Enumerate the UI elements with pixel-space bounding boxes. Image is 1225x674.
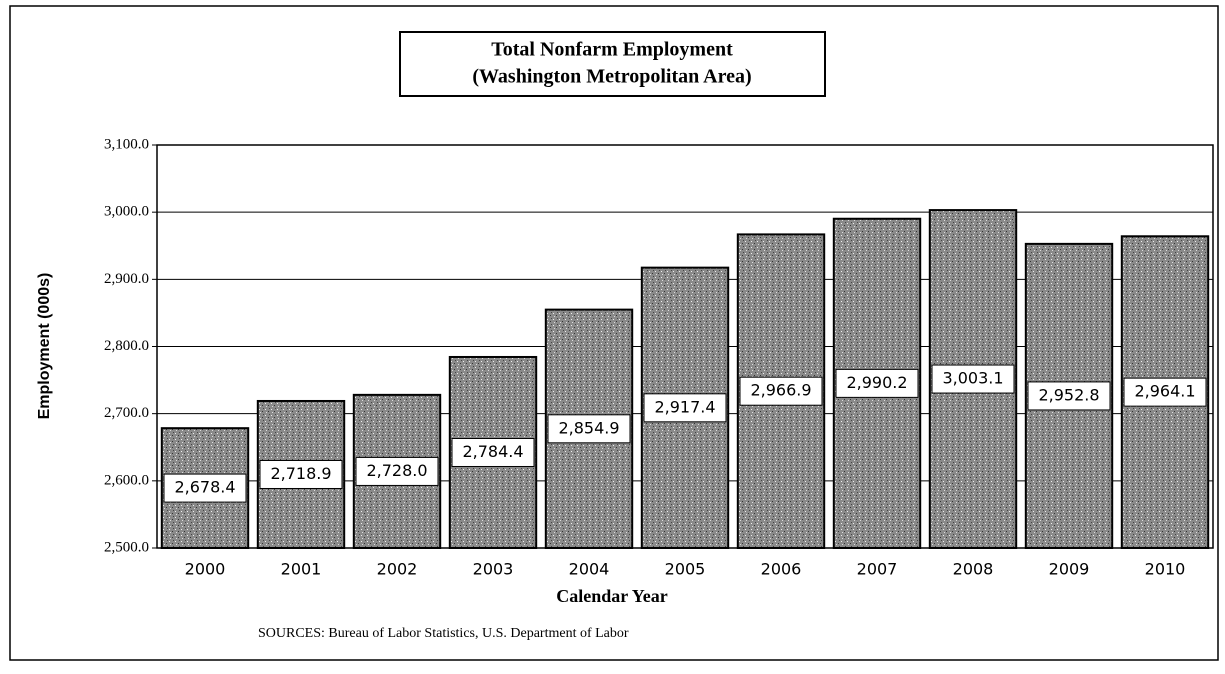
value-label: 2,964.1 [1134,382,1195,401]
value-label-box [355,456,439,486]
x-tick-label: 2005 [665,560,706,579]
y-tick-label: 2,800.0 [104,338,149,354]
x-tick-label: 2006 [761,560,802,579]
value-label: 2,728.0 [366,461,427,480]
value-label: 2,990.2 [846,373,907,392]
x-tick-label: 2002 [377,560,418,579]
value-label-box [1027,381,1111,411]
value-label-box [259,459,343,489]
x-tick-label: 2003 [473,560,514,579]
x-tick-label: 2010 [1145,560,1186,579]
x-tick-label: 2001 [281,560,322,579]
value-label-box [931,364,1015,394]
x-tick-label: 2008 [953,560,994,579]
chart-title: Total Nonfarm Employment [491,39,733,61]
value-label: 2,966.9 [750,381,811,400]
y-axis-label: Employment (000s) [36,273,53,420]
x-tick-label: 2007 [857,560,898,579]
x-tick-label: 2000 [185,560,226,579]
value-label-box [451,437,535,467]
value-label: 2,854.9 [558,418,619,437]
value-label: 3,003.1 [942,369,1003,388]
source-note: SOURCES: Bureau of Labor Statistics, U.S… [258,626,629,641]
frame [9,5,1219,661]
value-label-box [163,473,247,503]
value-label: 2,718.9 [270,464,331,483]
y-tick-label: 3,000.0 [104,204,149,220]
x-tick-label: 2009 [1049,560,1090,579]
y-tick-label: 2,500.0 [104,539,149,555]
y-tick-label: 2,700.0 [104,405,149,421]
x-axis-label: Calendar Year [556,586,668,606]
y-tick-label: 2,600.0 [104,472,149,488]
chart-subtitle: (Washington Metropolitan Area) [472,66,751,88]
value-label: 2,952.8 [1038,385,1099,404]
value-label: 2,784.4 [462,442,523,461]
value-label-box [835,368,919,398]
x-tick-label: 2004 [569,560,610,579]
value-label: 2,678.4 [174,478,235,497]
value-label-box [547,414,631,444]
value-label-box [1123,377,1207,407]
y-tick-label: 2,900.0 [104,271,149,287]
title-box [399,31,826,97]
value-label-box [739,376,823,406]
value-label: 2,917.4 [654,397,715,416]
value-label-box [643,393,727,423]
y-tick-label: 3,100.0 [104,136,149,152]
